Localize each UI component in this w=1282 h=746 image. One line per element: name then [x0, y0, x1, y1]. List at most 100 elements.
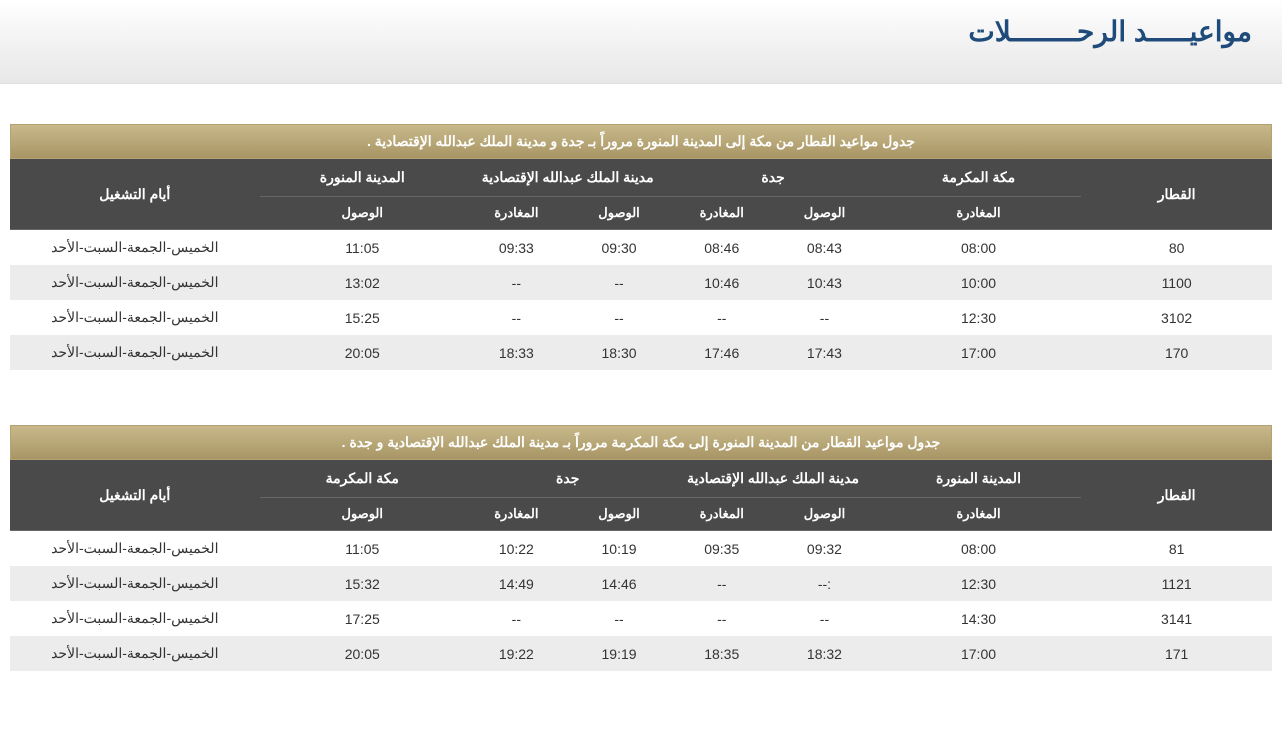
- table-cell: الخميس-الجمعة-السبت-الأحد: [10, 300, 260, 335]
- sub-arrive: الوصول: [568, 498, 671, 531]
- table-row: 314114:30--------17:25الخميس-الجمعة-السب…: [10, 601, 1272, 636]
- sub-arrive: الوصول: [773, 197, 876, 230]
- col-station1: المدينة المنورة: [876, 460, 1081, 498]
- table-cell: 15:32: [260, 566, 465, 601]
- table-cell: 10:19: [568, 531, 671, 567]
- table-cell: --: [568, 300, 671, 335]
- table-header-row: القطار مكة المكرمة جدة مدينة الملك عبدال…: [10, 159, 1272, 197]
- sub-arrive: الوصول: [773, 498, 876, 531]
- table-cell: 17:00: [876, 636, 1081, 671]
- sub-arrive: الوصول: [568, 197, 671, 230]
- table-cell: --: [773, 300, 876, 335]
- table-cell: --: [465, 265, 568, 300]
- table-cell: 18:32: [773, 636, 876, 671]
- col-station2: جدة: [670, 159, 875, 197]
- table-cell: 18:33: [465, 335, 568, 370]
- col-train: القطار: [1081, 159, 1272, 230]
- col-station1: مكة المكرمة: [876, 159, 1081, 197]
- schedule-table-2: جدول مواعيد القطار من المدينة المنورة إل…: [10, 425, 1272, 671]
- table-cell: الخميس-الجمعة-السبت-الأحد: [10, 531, 260, 567]
- table-cell: --: [670, 300, 773, 335]
- table-cell: 20:05: [260, 636, 465, 671]
- table-cell: 15:25: [260, 300, 465, 335]
- table-row: 8008:0008:4308:4609:3009:3311:05الخميس-ا…: [10, 230, 1272, 266]
- col-station2: مدينة الملك عبدالله الإقتصادية: [670, 460, 875, 498]
- table-cell: 3102: [1081, 300, 1272, 335]
- table-cell: --: [465, 601, 568, 636]
- table-row: 110010:0010:4310:46----13:02الخميس-الجمع…: [10, 265, 1272, 300]
- table-cell: 81: [1081, 531, 1272, 567]
- table-cell: 14:30: [876, 601, 1081, 636]
- sub-arrive: الوصول: [260, 197, 465, 230]
- table-cell: 09:35: [670, 531, 773, 567]
- table-cell: 18:30: [568, 335, 671, 370]
- sub-depart: المغادرة: [876, 498, 1081, 531]
- table-cell: 10:00: [876, 265, 1081, 300]
- table-cell: 10:22: [465, 531, 568, 567]
- col-days: أيام التشغيل: [10, 159, 260, 230]
- content-area: جدول مواعيد القطار من مكة إلى المدينة ال…: [0, 84, 1282, 746]
- table-cell: 14:46: [568, 566, 671, 601]
- table-cell: 12:30: [876, 566, 1081, 601]
- table-cell: 19:22: [465, 636, 568, 671]
- col-days: أيام التشغيل: [10, 460, 260, 531]
- table-body-0: 8008:0008:4308:4609:3009:3311:05الخميس-ا…: [10, 230, 1272, 371]
- table-caption: جدول مواعيد القطار من المدينة المنورة إل…: [10, 425, 1272, 460]
- table-cell: 10:46: [670, 265, 773, 300]
- table-header-row: القطار المدينة المنورة مدينة الملك عبدال…: [10, 460, 1272, 498]
- sub-depart: المغادرة: [465, 498, 568, 531]
- table-cell: 09:33: [465, 230, 568, 266]
- table-cell: :--: [773, 566, 876, 601]
- table-cell: الخميس-الجمعة-السبت-الأحد: [10, 265, 260, 300]
- table-cell: 17:43: [773, 335, 876, 370]
- table-cell: 171: [1081, 636, 1272, 671]
- table-cell: 08:00: [876, 531, 1081, 567]
- table-cell: الخميس-الجمعة-السبت-الأحد: [10, 636, 260, 671]
- table-cell: الخميس-الجمعة-السبت-الأحد: [10, 601, 260, 636]
- table-row: 310212:30--------15:25الخميس-الجمعة-السب…: [10, 300, 1272, 335]
- table-cell: 12:30: [876, 300, 1081, 335]
- table-cell: 17:00: [876, 335, 1081, 370]
- sub-depart: المغادرة: [670, 197, 773, 230]
- schedule-table: القطار المدينة المنورة مدينة الملك عبدال…: [10, 460, 1272, 671]
- table-cell: --: [773, 601, 876, 636]
- table-cell: --: [568, 601, 671, 636]
- sub-depart: المغادرة: [465, 197, 568, 230]
- col-station4: مكة المكرمة: [260, 460, 465, 498]
- table-cell: 20:05: [260, 335, 465, 370]
- sub-arrive: الوصول: [260, 498, 465, 531]
- table-cell: الخميس-الجمعة-السبت-الأحد: [10, 335, 260, 370]
- table-cell: 14:49: [465, 566, 568, 601]
- col-station3: جدة: [465, 460, 670, 498]
- col-station4: المدينة المنورة: [260, 159, 465, 197]
- schedule-table-1: جدول مواعيد القطار من مكة إلى المدينة ال…: [10, 124, 1272, 370]
- table-cell: 10:43: [773, 265, 876, 300]
- table-cell: 13:02: [260, 265, 465, 300]
- table-cell: 1121: [1081, 566, 1272, 601]
- table-cell: 1100: [1081, 265, 1272, 300]
- table-cell: 17:46: [670, 335, 773, 370]
- table-cell: 08:46: [670, 230, 773, 266]
- col-station3: مدينة الملك عبدالله الإقتصادية: [465, 159, 670, 197]
- table-cell: --: [670, 601, 773, 636]
- table-cell: 09:30: [568, 230, 671, 266]
- col-train: القطار: [1081, 460, 1272, 531]
- table-row: 17017:0017:4317:4618:3018:3320:05الخميس-…: [10, 335, 1272, 370]
- table-cell: الخميس-الجمعة-السبت-الأحد: [10, 230, 260, 266]
- table-body-1: 8108:0009:3209:3510:1910:2211:05الخميس-ا…: [10, 531, 1272, 672]
- table-cell: 17:25: [260, 601, 465, 636]
- table-cell: --: [465, 300, 568, 335]
- schedule-table: القطار مكة المكرمة جدة مدينة الملك عبدال…: [10, 159, 1272, 370]
- table-cell: 08:43: [773, 230, 876, 266]
- table-row: 112112:30:----14:4614:4915:32الخميس-الجم…: [10, 566, 1272, 601]
- table-cell: 11:05: [260, 230, 465, 266]
- sub-depart: المغادرة: [670, 498, 773, 531]
- table-cell: --: [670, 566, 773, 601]
- table-cell: 19:19: [568, 636, 671, 671]
- page-title: مواعيـــــد الرحــــــــلات: [30, 15, 1252, 48]
- table-cell: --: [568, 265, 671, 300]
- table-cell: 08:00: [876, 230, 1081, 266]
- table-cell: الخميس-الجمعة-السبت-الأحد: [10, 566, 260, 601]
- table-row: 17117:0018:3218:3519:1919:2220:05الخميس-…: [10, 636, 1272, 671]
- table-cell: 11:05: [260, 531, 465, 567]
